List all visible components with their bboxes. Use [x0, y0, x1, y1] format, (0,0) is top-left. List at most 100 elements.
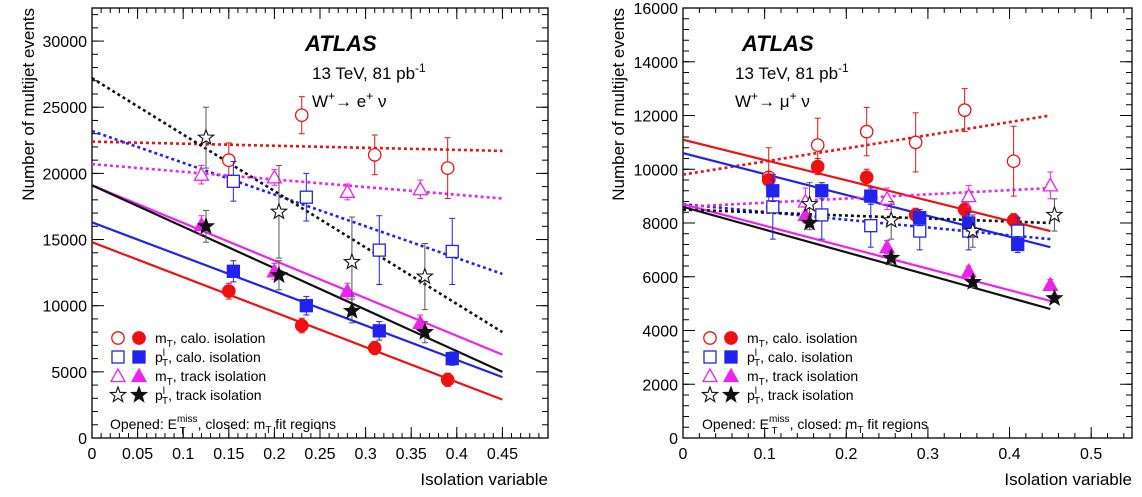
- data-point: [864, 189, 878, 203]
- x-tick-label: 0.15: [213, 446, 244, 463]
- data-point: [800, 194, 819, 212]
- x-tick-label: 0: [679, 446, 688, 463]
- y-tick-label: 10000: [43, 299, 88, 316]
- atlas-label: ATLAS: [304, 31, 377, 56]
- data-point: [957, 103, 972, 117]
- series-star-closed: [800, 213, 1064, 307]
- x-tick-label: 0.25: [304, 446, 335, 463]
- y-tick-label: 16000: [634, 1, 679, 18]
- fit-region-note: Opened: Emiss T, closed: mT fit regions: [110, 414, 336, 437]
- data-point: [963, 272, 982, 290]
- data-point: [815, 184, 829, 198]
- x-axis-label: Isolation variable: [420, 470, 548, 489]
- data-point: [960, 187, 977, 203]
- fit-line-solid: [92, 184, 503, 356]
- legend-marker-open: [109, 367, 127, 383]
- data-point: [882, 210, 901, 229]
- data-point: [913, 210, 927, 225]
- y-tick-label: 8000: [642, 216, 678, 233]
- series-square-closed: [766, 179, 1025, 254]
- data-point: [294, 318, 309, 333]
- data-point: [226, 264, 241, 278]
- y-tick-label: 12000: [634, 109, 679, 126]
- fit-line-dashed: [683, 186, 1051, 209]
- data-point: [440, 372, 455, 387]
- y-tick-label: 2000: [642, 377, 678, 394]
- fit-line-solid: [92, 184, 503, 373]
- data-point: [221, 284, 236, 298]
- data-point: [339, 282, 356, 298]
- y-tick-label: 6000: [642, 270, 678, 287]
- legend-entry: pl T, track isolation: [155, 386, 262, 407]
- legend-marker-open: [703, 350, 717, 364]
- data-point: [266, 169, 283, 184]
- x-tick-label: 0.2: [835, 446, 857, 463]
- chart-panel-1: 0 0.05 0.1 0.15 0.2 0.25 0.3 0.35 0.4 0.45 0 5000 10…: [19, 7, 549, 489]
- data-point: [1011, 237, 1025, 252]
- data-point: [864, 219, 878, 233]
- data-point: [367, 341, 382, 355]
- y-tick-label: 5000: [51, 365, 87, 382]
- legend-marker-open: [700, 385, 720, 403]
- energy-lumi-label: 13 TeV, 81 pb-1: [312, 61, 426, 83]
- legend-entry: mT, track isolation: [747, 368, 858, 388]
- x-tick-label: 0: [88, 446, 97, 463]
- series-square-closed: [226, 260, 459, 366]
- x-tick-label: 0.5: [1080, 446, 1102, 463]
- x-tick-label: 0.35: [396, 446, 427, 463]
- data-point: [412, 180, 429, 196]
- data-point: [913, 224, 927, 238]
- series-star-open: [196, 106, 435, 311]
- legend-entry: mT, calo. isolation: [155, 330, 265, 350]
- series-circle-closed: [221, 282, 455, 387]
- legend-marker-closed: [724, 350, 738, 364]
- legend-marker-open: [703, 331, 717, 345]
- x-tick-label: 0.4: [446, 446, 468, 463]
- x-tick-label: 0.05: [122, 446, 153, 463]
- data-point: [1042, 177, 1059, 192]
- fit-line-dashed: [92, 77, 504, 334]
- data-point: [960, 263, 977, 278]
- data-point: [882, 248, 901, 266]
- fit-line-dashed: [683, 202, 1051, 241]
- data-point: [1045, 288, 1064, 307]
- legend-marker-closed: [722, 367, 740, 383]
- x-tick-label: 0.1: [172, 446, 194, 463]
- data-point: [859, 124, 874, 139]
- chart-panel-2: 0 0.1 0.2 0.3 0.4 0.5 0 2000 4000 6000 8000 10000 12…: [609, 1, 1133, 489]
- data-point: [908, 135, 923, 150]
- series-triangle-open: [193, 164, 429, 201]
- y-axis-label: Number of multijet events: [609, 8, 628, 201]
- data-point: [1011, 224, 1025, 238]
- data-point: [1045, 205, 1064, 223]
- data-point: [367, 148, 382, 162]
- fit-line-solid: [683, 203, 1051, 303]
- y-tick-label: 10000: [634, 162, 679, 179]
- x-tick-label: 0.4: [998, 446, 1020, 463]
- data-point: [1042, 276, 1059, 291]
- x-tick-label: 0.2: [263, 446, 285, 463]
- fit-region-note: Opened: Emiss T, closed: mT fit regions: [702, 414, 928, 437]
- x-tick-label: 0.45: [487, 446, 518, 463]
- data-point: [440, 161, 455, 175]
- legend-entry: mT, track isolation: [155, 368, 266, 388]
- data-point: [766, 200, 780, 214]
- y-tick-label: 0: [78, 431, 87, 448]
- data-point: [800, 213, 819, 231]
- data-point: [810, 138, 825, 152]
- legend-marker-open: [108, 385, 128, 403]
- data-point: [415, 266, 435, 285]
- data-point: [963, 221, 982, 239]
- legend-entry: pl T, calo. isolation: [747, 348, 853, 369]
- data-point: [226, 174, 241, 188]
- data-point: [445, 244, 459, 259]
- data-point: [299, 190, 313, 204]
- fit-line-dashed: [683, 208, 1051, 225]
- legend-marker-closed: [724, 331, 738, 345]
- atlas-label: ATLAS: [741, 31, 814, 56]
- legend-marker-closed: [130, 367, 148, 383]
- data-point: [221, 153, 236, 168]
- data-point: [859, 170, 874, 185]
